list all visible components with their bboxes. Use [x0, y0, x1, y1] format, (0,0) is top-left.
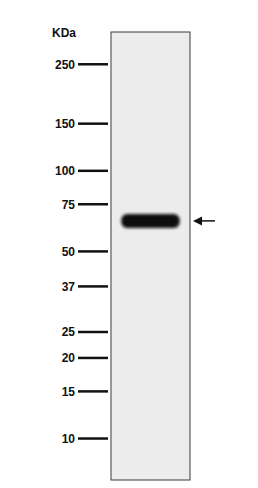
- bands: [121, 214, 179, 228]
- marker-tick: [78, 331, 108, 334]
- blot-figure: KDa 250 150 100 75 50 37 25 20 15 10: [0, 0, 258, 488]
- marker-label: 50: [62, 245, 76, 259]
- band: [121, 214, 179, 228]
- marker-label: 25: [62, 325, 76, 339]
- lane-frame: [111, 32, 190, 480]
- marker-label: 10: [62, 432, 76, 446]
- marker-label: 15: [62, 385, 76, 399]
- axis-label: KDa: [52, 26, 76, 40]
- marker-label: 250: [55, 58, 75, 72]
- marker-tick: [78, 390, 108, 393]
- marker-tick: [78, 63, 108, 66]
- marker-label: 100: [55, 164, 75, 178]
- marker-tick: [78, 250, 108, 253]
- band-arrow: [193, 216, 215, 225]
- marker-label: 150: [55, 117, 75, 131]
- marker-tick: [78, 122, 108, 125]
- marker-label: 75: [62, 198, 76, 212]
- marker-label: 37: [62, 280, 76, 294]
- figure-root: KDa 250 150 100 75 50 37 25 20 15 10: [0, 0, 258, 488]
- marker-tick: [78, 437, 108, 440]
- marker-tick: [78, 170, 108, 173]
- marker-tick: [78, 203, 108, 206]
- marker-tick: [78, 357, 108, 360]
- marker-label: 20: [62, 351, 76, 365]
- marker-tick: [78, 285, 108, 288]
